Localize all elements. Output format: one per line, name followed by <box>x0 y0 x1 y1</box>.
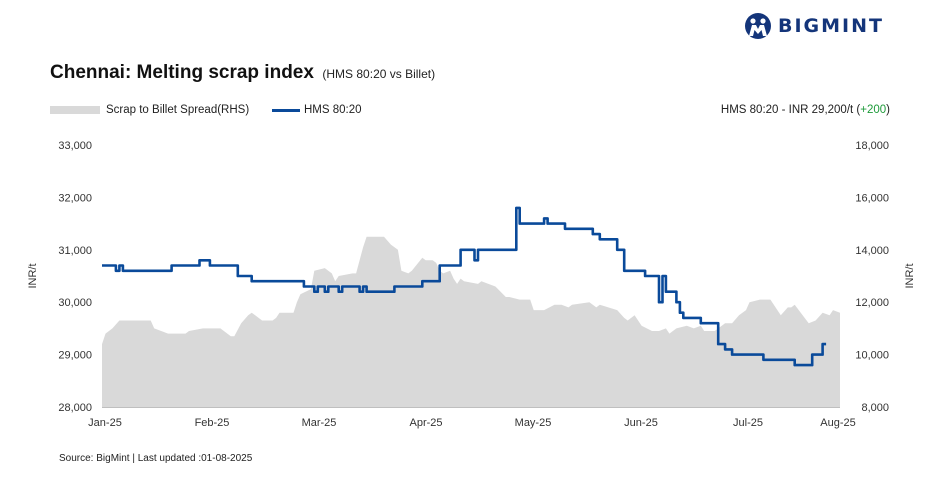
brand-mark-icon <box>745 13 771 39</box>
brand-logo: BIGMINT <box>744 12 884 40</box>
price-note-close: ) <box>886 104 890 116</box>
y-left-axis-title: INR/t <box>27 263 39 288</box>
spread-area <box>102 236 840 407</box>
spread-area-layer <box>102 236 840 407</box>
price-change: +200 <box>860 104 887 116</box>
y-right-tick-label: 12,000 <box>855 297 889 309</box>
x-tick-label: Apr-25 <box>409 417 442 429</box>
axes-layer: 28,000 29,000 30,000 31,000 32,000 33,000 8,00… <box>27 140 916 429</box>
brand-name: BIGMINT <box>778 15 884 37</box>
y-left-tick-label: 28,000 <box>58 402 92 414</box>
source-note: Source: BigMint | Last updated :01-08-20… <box>59 453 253 464</box>
legend-row: Scrap to Billet Spread(RHS) HMS 80:20 HM… <box>50 104 890 118</box>
x-tick-label: Jan-25 <box>88 417 122 429</box>
legend-item-spread: Scrap to Billet Spread(RHS) <box>50 104 249 116</box>
legend-swatch-line <box>272 108 300 112</box>
chart-subtitle: (HMS 80:20 vs Billet) <box>322 67 436 81</box>
legend-item-hms: HMS 80:20 <box>272 104 362 116</box>
y-left-tick-label: 32,000 <box>58 192 92 204</box>
y-right-tick-label: 14,000 <box>855 245 889 257</box>
y-right-tick-label: 16,000 <box>855 192 889 204</box>
hms-line <box>102 206 827 367</box>
y-left-tick-label: 29,000 <box>58 350 92 362</box>
x-tick-label: Jul-25 <box>733 417 763 429</box>
x-tick-label: Aug-25 <box>820 417 855 429</box>
x-tick-label: Feb-25 <box>195 417 230 429</box>
y-right-axis-title: INR/t <box>904 263 916 288</box>
price-note-text: HMS 80:20 - INR 29,200/t ( <box>720 104 861 116</box>
y-right-tick-label: 10,000 <box>855 350 889 362</box>
y-right-tick-label: 8,000 <box>861 402 889 414</box>
x-tick-label: May-25 <box>515 417 552 429</box>
y-right-tick-label: 18,000 <box>855 140 889 152</box>
y-left-tick-label: 31,000 <box>58 245 92 257</box>
x-tick-label: Jun-25 <box>624 417 658 429</box>
legend-label-hms: HMS 80:20 <box>304 104 362 116</box>
legend-swatch-area <box>50 106 100 114</box>
chart-title: Chennai: Melting scrap index (HMS 80:20 … <box>50 62 435 84</box>
y-left-tick-label: 33,000 <box>58 140 92 152</box>
y-left-tick-label: 30,000 <box>58 297 92 309</box>
price-note: HMS 80:20 - INR 29,200/t (+200) <box>721 104 890 116</box>
hms-line-layer <box>102 206 827 367</box>
legend-label-spread: Scrap to Billet Spread(RHS) <box>106 104 250 116</box>
x-tick-label: Mar-25 <box>302 417 337 429</box>
chart-title-main: Chennai: Melting scrap index <box>50 62 314 83</box>
